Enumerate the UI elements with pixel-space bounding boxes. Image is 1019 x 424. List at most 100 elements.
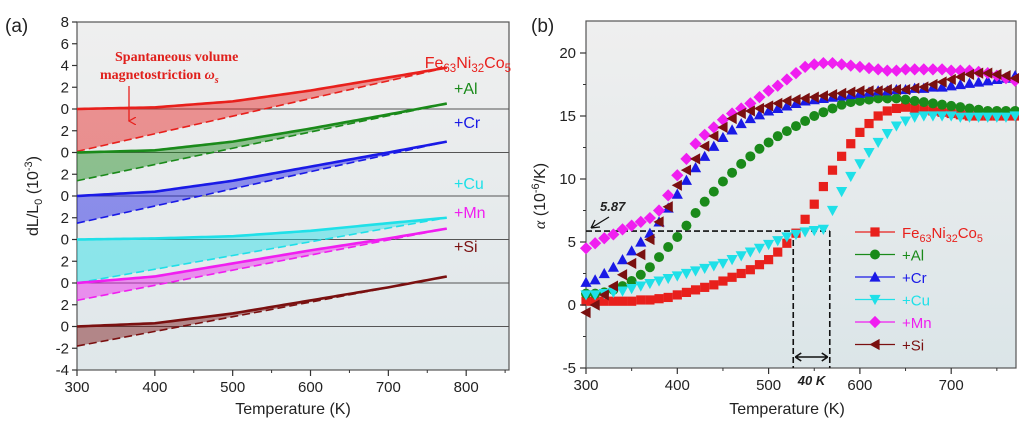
data-point [863, 85, 874, 97]
data-point [826, 205, 839, 217]
data-point [846, 139, 856, 149]
data-point [808, 91, 819, 103]
x-tick-label-a: 300 [64, 379, 89, 396]
y-tick-label-b: 15 [559, 108, 576, 125]
data-point [919, 105, 929, 115]
data-point [589, 299, 600, 311]
data-point [982, 67, 993, 79]
data-point [764, 255, 774, 265]
data-point [781, 95, 792, 107]
data-point [745, 151, 756, 162]
data-point [772, 97, 783, 109]
data-point [790, 94, 801, 106]
y-tick-label-a: 0 [61, 145, 69, 162]
data-point [598, 267, 610, 279]
data-point [689, 137, 702, 150]
data-point [799, 92, 810, 104]
data-point [790, 97, 802, 108]
data-point [945, 64, 958, 77]
data-point [972, 76, 985, 87]
y-tick-label-a: -2 [56, 340, 69, 357]
data-point [744, 105, 755, 117]
data-point [753, 91, 766, 104]
data-point [918, 81, 929, 93]
data-point [644, 278, 656, 290]
data-point [581, 296, 591, 306]
data-point [873, 111, 883, 121]
data-point [845, 86, 856, 98]
y-tick-label-a: 0 [61, 232, 69, 249]
data-point [809, 199, 819, 209]
data-point [681, 287, 692, 297]
data-point [708, 130, 719, 142]
data-point [781, 232, 793, 243]
data-point [635, 249, 646, 261]
data-point [800, 116, 811, 127]
data-point [864, 118, 874, 129]
data-point [900, 94, 911, 105]
data-point [680, 152, 693, 165]
series-mn [579, 56, 1019, 255]
data-point [844, 59, 857, 72]
y-tick-label-a: 4 [61, 58, 69, 75]
data-point [735, 251, 747, 262]
data-point [837, 151, 847, 161]
y-tick-label-a: 2 [61, 253, 69, 270]
x-tick-label-a: 700 [376, 379, 401, 396]
data-point [926, 63, 940, 76]
measured-curve [76, 227, 447, 285]
data-point [726, 255, 738, 266]
data-point [707, 121, 720, 134]
data-point [708, 140, 720, 151]
data-point [708, 261, 720, 272]
data-point [918, 97, 929, 108]
panel-a: (a) 8 6 4 2 0 2 0 2 0 2 0 2 0 2 0 -2 -4 300 400 500 600 700 8… [5, 14, 511, 418]
data-point [627, 296, 637, 306]
annotation-magnetostriction: Spantaneous volume magnetostriction ωs [100, 50, 238, 121]
data-point [945, 80, 957, 91]
y-axis-title-a: dL/L0 (10-3) [23, 156, 45, 236]
data-point [781, 126, 792, 137]
data-point [881, 64, 894, 77]
data-point [626, 245, 638, 256]
data-point [644, 233, 655, 246]
data-point [662, 201, 673, 213]
data-point [826, 88, 838, 101]
data-point [672, 290, 682, 300]
data-point [626, 257, 637, 270]
data-point [645, 295, 655, 305]
interval-label-40k: 40 K [797, 373, 827, 388]
data-point [607, 228, 620, 241]
data-point [726, 124, 738, 135]
data-point [818, 181, 828, 192]
data-point [991, 112, 1003, 123]
data-point [762, 84, 775, 97]
y-tick-label-a: 2 [61, 166, 69, 183]
series-label: +Cu [454, 176, 484, 193]
value-label-587: 5.87 [600, 199, 626, 214]
x-tick-label-a: 600 [298, 379, 323, 396]
y-tick-label-b: 10 [559, 171, 576, 188]
data-point [763, 105, 775, 116]
x-axis-title-b: Temperature (K) [729, 401, 845, 418]
data-point [700, 282, 710, 292]
data-point [782, 238, 792, 248]
y-tick-label-a: 0 [61, 275, 69, 292]
data-point [744, 247, 756, 258]
series-label: +Cr [454, 115, 481, 132]
data-point [616, 223, 629, 236]
data-point [982, 75, 994, 86]
y-tick-label-b: 5 [568, 234, 576, 251]
data-point [652, 204, 666, 217]
data-point [1009, 72, 1019, 84]
data-point [653, 276, 665, 287]
data-point [718, 276, 728, 286]
legend-item: Fe63Ni32Co5 [855, 225, 983, 245]
data-point [717, 131, 729, 143]
data-point [781, 100, 793, 111]
data-point [663, 292, 673, 303]
data-point [853, 60, 866, 73]
data-point [598, 289, 609, 301]
data-point [881, 129, 893, 140]
data-point [635, 281, 647, 292]
